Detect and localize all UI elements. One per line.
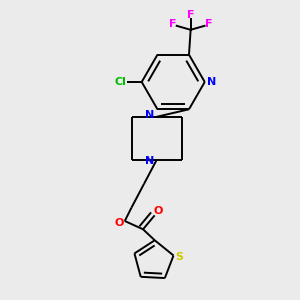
Text: O: O [114,218,124,228]
Text: N: N [145,156,154,166]
Text: Cl: Cl [115,77,127,87]
Text: O: O [154,206,163,216]
Text: S: S [175,252,183,262]
Text: N: N [145,110,154,121]
Text: N: N [207,77,217,87]
Text: F: F [169,19,176,29]
Text: F: F [187,10,194,20]
Text: F: F [205,19,212,29]
